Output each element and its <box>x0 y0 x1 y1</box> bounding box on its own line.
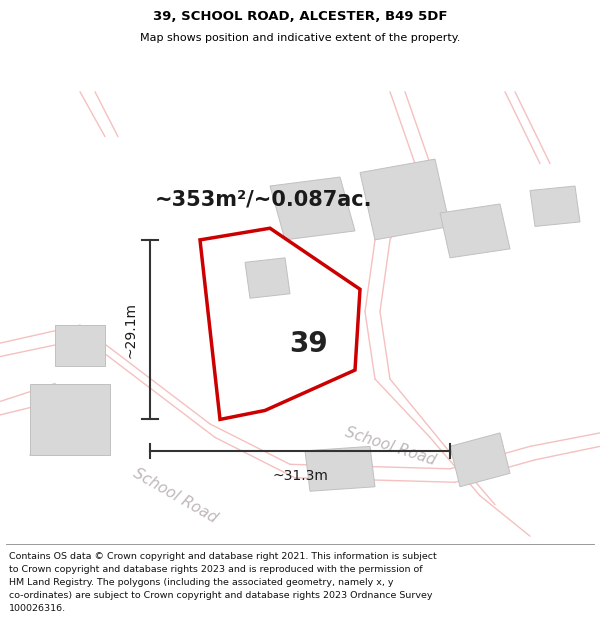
Text: ~353m²/~0.087ac.: ~353m²/~0.087ac. <box>155 189 373 209</box>
Polygon shape <box>440 204 510 258</box>
Text: ~29.1m: ~29.1m <box>124 302 138 358</box>
Text: 100026316.: 100026316. <box>9 604 66 613</box>
Text: School Road: School Road <box>343 424 437 468</box>
Polygon shape <box>530 186 580 226</box>
Text: HM Land Registry. The polygons (including the associated geometry, namely x, y: HM Land Registry. The polygons (includin… <box>9 578 394 587</box>
Text: School Road: School Road <box>130 466 220 526</box>
Text: co-ordinates) are subject to Crown copyright and database rights 2023 Ordnance S: co-ordinates) are subject to Crown copyr… <box>9 591 433 600</box>
Polygon shape <box>305 446 375 491</box>
Polygon shape <box>450 433 510 487</box>
Text: Contains OS data © Crown copyright and database right 2021. This information is : Contains OS data © Crown copyright and d… <box>9 552 437 561</box>
Polygon shape <box>360 159 450 240</box>
Polygon shape <box>245 258 290 298</box>
Polygon shape <box>55 325 105 366</box>
Polygon shape <box>270 177 355 240</box>
Text: 39, SCHOOL ROAD, ALCESTER, B49 5DF: 39, SCHOOL ROAD, ALCESTER, B49 5DF <box>153 10 447 23</box>
Text: 39: 39 <box>289 330 328 358</box>
Text: to Crown copyright and database rights 2023 and is reproduced with the permissio: to Crown copyright and database rights 2… <box>9 564 422 574</box>
Polygon shape <box>30 384 110 456</box>
Text: ~31.3m: ~31.3m <box>272 469 328 482</box>
Text: Map shows position and indicative extent of the property.: Map shows position and indicative extent… <box>140 32 460 43</box>
